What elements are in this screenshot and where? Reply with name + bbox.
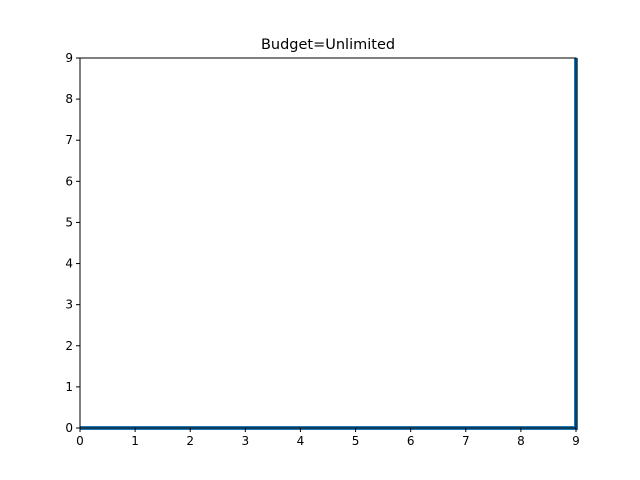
x-tick-label: 7 — [462, 434, 470, 448]
x-tick-label: 4 — [297, 434, 305, 448]
x-tick-label: 6 — [407, 434, 415, 448]
y-axis: 0 1 2 3 4 5 6 7 8 9 — [65, 51, 80, 435]
y-tick-label: 2 — [65, 339, 73, 353]
chart-title: Budget=Unlimited — [261, 37, 395, 53]
plot-area — [80, 58, 576, 428]
y-tick-label: 4 — [65, 257, 73, 271]
y-tick-label: 3 — [65, 298, 73, 312]
y-tick-label: 1 — [65, 380, 73, 394]
x-axis: 0 1 2 3 4 5 6 7 8 9 — [76, 428, 580, 448]
x-tick-label: 0 — [76, 434, 84, 448]
y-tick-label: 8 — [65, 92, 73, 106]
y-tick-label: 5 — [65, 215, 73, 229]
x-tick-label: 2 — [186, 434, 194, 448]
x-tick-label: 8 — [517, 434, 525, 448]
y-tick-label: 6 — [65, 174, 73, 188]
x-tick-label: 1 — [131, 434, 139, 448]
y-tick-label: 0 — [65, 421, 73, 435]
y-tick-label: 7 — [65, 133, 73, 147]
x-tick-label: 5 — [352, 434, 360, 448]
x-tick-label: 9 — [572, 434, 580, 448]
axes-frame — [79, 57, 577, 429]
x-tick-label: 3 — [242, 434, 250, 448]
y-tick-label: 9 — [65, 51, 73, 65]
